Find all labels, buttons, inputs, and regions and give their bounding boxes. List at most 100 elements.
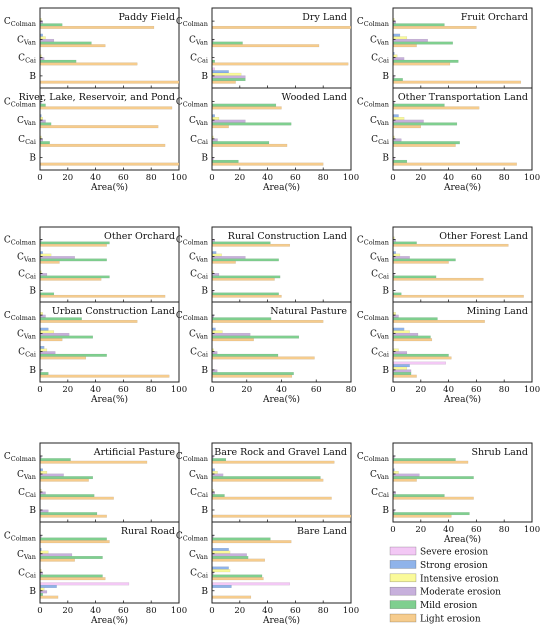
- y-tick-label: CCai: [190, 568, 208, 579]
- bar-b-mild-erosion: [212, 78, 246, 82]
- bar-c-colman-light-erosion: [212, 106, 282, 110]
- bar-b-light-erosion: [40, 514, 107, 518]
- panel-other-forest-land: CColman CVan CCai B Other Forest Land: [357, 226, 533, 303]
- panel-frame: [392, 226, 533, 303]
- bar-b-light-erosion: [212, 374, 293, 378]
- y-tick-label: CColman: [4, 531, 36, 542]
- bar-b-light-erosion: [393, 80, 522, 84]
- bar-c-cai-mild-erosion: [393, 353, 449, 357]
- bar-c-cai-intensive-erosion: [393, 54, 398, 58]
- y-tick-label: CCai: [190, 488, 208, 499]
- x-tick-label: 100: [524, 173, 540, 183]
- y-tick-label: CColman: [176, 311, 208, 322]
- bar-c-van-light-erosion: [393, 44, 417, 48]
- bar-c-van-intensive-erosion: [212, 117, 220, 121]
- bar-c-van-moderate-erosion: [212, 332, 251, 336]
- bar-c-cai-mild-erosion: [40, 574, 103, 578]
- bar-c-cai-intensive-erosion: [212, 348, 214, 352]
- bar-c-van-mild-erosion: [212, 41, 243, 45]
- bar-b-light-erosion: [212, 595, 252, 599]
- y-tick-label: CColman: [176, 452, 208, 463]
- bar-c-van-moderate-erosion: [393, 38, 428, 42]
- x-tick-label: 40: [90, 606, 101, 616]
- panel-title: Shrub Land: [471, 447, 528, 458]
- bar-c-cai-intensive-erosion: [212, 569, 231, 573]
- bar-b-light-erosion: [40, 162, 180, 166]
- y-tick-label: CVan: [370, 35, 389, 46]
- bar-b-intensive-erosion: [393, 366, 408, 370]
- y-tick-label: CVan: [370, 253, 389, 264]
- x-tick-label: 0: [390, 525, 395, 535]
- y-tick-label: CCai: [371, 135, 389, 146]
- bar-c-van-light-erosion: [40, 338, 63, 342]
- panel-title: Urban Construction Land: [52, 306, 175, 317]
- bar-c-cai-moderate-erosion: [393, 351, 408, 355]
- bar-c-van-mild-erosion: [393, 41, 453, 45]
- panel-frame: [211, 442, 352, 523]
- bar-c-cai-intensive-erosion: [393, 135, 395, 139]
- panel-title: Rural Construction Land: [228, 231, 347, 242]
- y-tick-label: CVan: [17, 253, 36, 264]
- bar-c-colman-intensive-erosion: [40, 312, 43, 316]
- x-tick-label: 80: [318, 173, 329, 183]
- bar-c-colman-mild-erosion: [212, 241, 271, 245]
- x-tick-label: 20: [415, 525, 426, 535]
- bar-c-cai-mild-erosion: [40, 59, 77, 63]
- legend-swatch: [389, 573, 417, 583]
- panel-other-orchard: CColman CVan CCai B Other Orchard: [4, 226, 180, 303]
- bar-c-van-strong-erosion: [393, 33, 401, 37]
- bar-c-cai-intensive-erosion: [40, 348, 48, 352]
- panel-title: Dry Land: [302, 12, 347, 23]
- panel-shrub-land: CColman CVan CCai B0 20 40 60 80 100 Area(%) Shrub…: [357, 442, 540, 545]
- y-tick-label: CVan: [17, 550, 36, 561]
- bar-c-cai-mild-erosion: [40, 141, 50, 145]
- bar-c-cai-mild-erosion: [212, 59, 215, 63]
- y-tick-label: CColman: [4, 452, 36, 463]
- legend-swatch: [389, 600, 417, 609]
- y-tick-label: CCai: [371, 270, 389, 281]
- bar-c-colman-light-erosion: [212, 243, 290, 247]
- bar-c-colman-light-erosion: [393, 106, 480, 110]
- x-tick-label: 60: [471, 173, 482, 183]
- x-tick-label: 0: [37, 173, 42, 183]
- bar-c-cai-light-erosion: [393, 143, 456, 147]
- bar-c-van-intensive-erosion: [212, 253, 222, 257]
- bar-c-van-intensive-erosion: [393, 117, 405, 121]
- y-tick-label: CVan: [17, 470, 36, 481]
- y-tick-label: CColman: [4, 236, 36, 247]
- bar-c-van-moderate-erosion: [393, 473, 420, 477]
- y-tick-label: CCai: [371, 348, 389, 359]
- bar-c-van-intensive-erosion: [40, 36, 46, 40]
- x-axis-label: Area(%): [90, 615, 128, 626]
- y-tick-label: B: [201, 506, 208, 516]
- x-tick-label: 40: [443, 385, 454, 395]
- y-tick-label: CVan: [189, 35, 208, 46]
- bar-c-van-strong-erosion: [40, 548, 42, 551]
- bar-c-van-moderate-erosion: [393, 332, 419, 336]
- y-tick-label: CCai: [190, 135, 208, 146]
- bar-c-van-light-erosion: [40, 478, 89, 482]
- bar-c-van-intensive-erosion: [393, 330, 410, 334]
- bar-c-colman-intensive-erosion: [393, 236, 395, 240]
- x-tick-label: 20: [234, 606, 245, 616]
- bar-c-van-mild-erosion: [40, 258, 107, 262]
- x-tick-label: 100: [171, 385, 187, 395]
- bar-c-van-intensive-erosion: [40, 471, 48, 474]
- x-tick-label: 40: [90, 385, 101, 395]
- bar-c-cai-mild-erosion: [393, 141, 460, 145]
- bar-c-van-light-erosion: [40, 44, 106, 48]
- bar-c-colman-light-erosion: [212, 540, 292, 544]
- x-tick-label: 20: [415, 173, 426, 183]
- bar-c-cai-strong-erosion: [212, 566, 229, 570]
- panel-title: Bare Land: [297, 526, 347, 537]
- x-tick-label: 40: [276, 385, 287, 395]
- x-tick-label: 80: [499, 525, 510, 535]
- bar-c-van-light-erosion: [212, 558, 265, 562]
- panel-river-lake-reservoir-and-pond: CColman CVan CCai B0 20 40 60 80 100 Area(%) River…: [4, 87, 187, 193]
- x-tick-label: 40: [262, 606, 273, 616]
- bar-c-cai-mild-erosion: [393, 494, 445, 498]
- x-tick-label: 20: [241, 385, 252, 395]
- panel-natural-pasture: CColman CVan CCai B0 20 40 60 80 Area(%) Natural …: [176, 301, 356, 405]
- y-tick-label: B: [201, 154, 208, 164]
